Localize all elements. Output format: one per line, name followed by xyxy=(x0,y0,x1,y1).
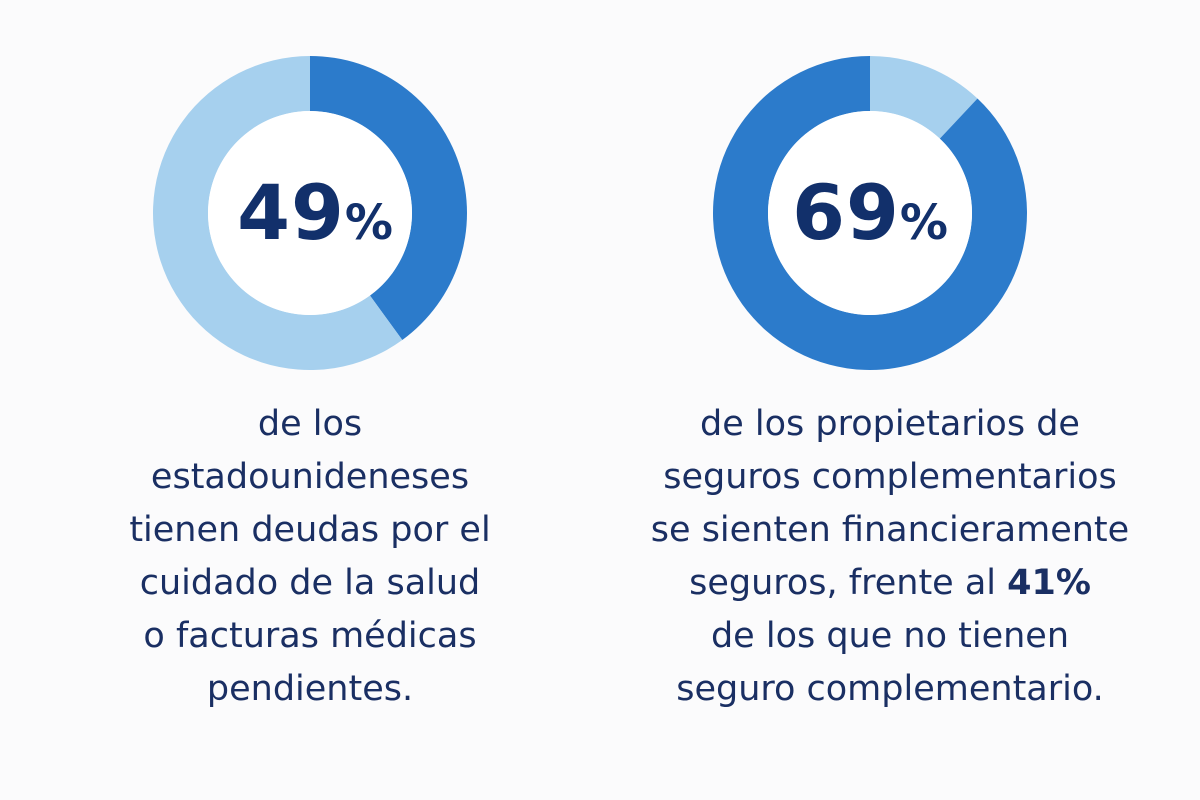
donut-slice-left-2 xyxy=(152,56,403,370)
center-unit-left: % xyxy=(344,195,393,251)
donut-hole-left xyxy=(208,111,412,315)
stat-panel-left: 49 % de los estadounideneses tienen deud… xyxy=(0,56,620,716)
donut-chart-left xyxy=(152,56,467,370)
caption-left-line-3: tienen deudas por el xyxy=(129,510,491,550)
caption-left-line-4: cuidado de la salud xyxy=(139,563,481,603)
center-value-right: 69 xyxy=(792,168,900,257)
stat-panel-right: 69 % de los propietarios de seguros comp… xyxy=(580,0,1200,800)
caption-left: de los estadounideneses tienen deudas po… xyxy=(0,398,620,716)
caption-left-line-2: estadounideneses xyxy=(150,457,470,497)
donut-center-label-left: 49 % xyxy=(210,168,420,268)
caption-right-line-4-text: seguros, frente al xyxy=(689,563,1008,603)
caption-left-line-6: pendientes. xyxy=(206,669,414,709)
donut-hole-right xyxy=(768,111,972,315)
donut-slice-right-2 xyxy=(713,56,1027,370)
center-value-left: 49 xyxy=(237,168,345,257)
donut-slice-left-1 xyxy=(310,56,467,341)
caption-right-line-5: de los que no tienen xyxy=(710,616,1070,656)
donut-chart-right xyxy=(713,56,1027,370)
center-unit-right: % xyxy=(899,195,948,251)
donut-slice-right-1 xyxy=(870,56,978,139)
caption-left-line-5: o facturas médicas xyxy=(143,616,477,656)
caption-right-line-1: de los propietarios de xyxy=(700,404,1080,444)
caption-right-line-2: seguros complementarios xyxy=(663,457,1117,497)
caption-right-line-4: seguros, frente al 41% xyxy=(580,557,1200,610)
caption-right-line-3: se sienten financieramente xyxy=(650,510,1130,550)
caption-left-line-1: de los xyxy=(257,404,363,444)
donut-center-label-right: 69 % xyxy=(765,168,975,268)
caption-right-line-6: seguro complementario. xyxy=(676,669,1104,709)
caption-right: de los propietarios de seguros complemen… xyxy=(580,398,1200,716)
caption-right-highlight-41: 41% xyxy=(1007,563,1091,603)
